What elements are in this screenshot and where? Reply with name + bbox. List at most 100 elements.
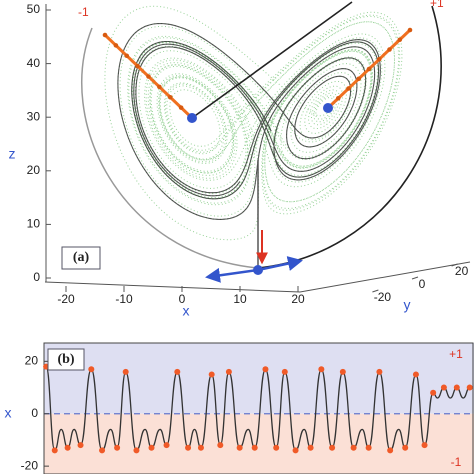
z-tick-label: 50	[27, 2, 41, 16]
peak-marker	[412, 371, 419, 378]
orange-dot	[135, 63, 140, 69]
y-tick-label: 20	[455, 264, 469, 278]
orange-dot	[335, 95, 341, 101]
z-tick-label: 0	[33, 270, 40, 284]
peak-marker	[453, 384, 460, 391]
peak-marker	[307, 444, 314, 451]
orange-dot	[356, 76, 362, 82]
fixed-point	[187, 113, 197, 123]
orange-dot	[102, 32, 108, 38]
peak-marker	[387, 447, 394, 454]
orange-dot	[146, 74, 151, 79]
z-axis-label: z	[9, 146, 16, 162]
peak-marker	[236, 444, 243, 451]
peak-marker	[51, 447, 58, 454]
peak-marker	[122, 368, 129, 375]
orange-dot	[178, 105, 184, 110]
z-tick-label: 40	[27, 56, 41, 70]
peak-marker	[281, 368, 288, 375]
peak-marker	[339, 368, 346, 375]
peak-marker	[292, 447, 299, 454]
fixed-point	[323, 103, 333, 113]
annotation: -1	[451, 455, 462, 469]
annotation: -1	[78, 5, 89, 19]
z-tick-label: 20	[27, 163, 41, 177]
annotation: +1	[430, 0, 444, 10]
peak-marker	[466, 384, 473, 391]
peak-marker	[251, 444, 258, 451]
peak-marker	[329, 444, 336, 451]
peak-marker	[64, 444, 71, 451]
panel-label-box	[61, 246, 101, 270]
outer-trajectory	[257, 5, 442, 269]
floor-edge	[44, 261, 471, 293]
x-tick-label: 20	[291, 292, 305, 306]
peak-marker	[430, 389, 437, 396]
peak-marker	[174, 368, 181, 375]
arrow	[205, 267, 259, 283]
peak-marker	[197, 444, 204, 451]
peak-marker	[77, 442, 84, 449]
peak-marker	[88, 366, 95, 373]
orange-dot	[157, 84, 162, 90]
connector	[191, 1, 353, 119]
peak-marker	[217, 442, 224, 449]
orange-dot	[124, 53, 130, 59]
peak-marker	[208, 371, 215, 378]
peak-marker	[114, 444, 121, 451]
annotation: +1	[449, 347, 463, 361]
peak-marker	[133, 447, 140, 454]
orange-dot	[407, 27, 413, 33]
orange-dot	[397, 37, 403, 43]
orange-dots	[102, 27, 413, 121]
x-axis-label: x	[183, 303, 190, 319]
panel-label: (a)	[73, 250, 90, 265]
peak-marker	[365, 444, 372, 451]
peak-marker	[163, 442, 170, 449]
y-tick	[411, 276, 419, 280]
attractor-cloud	[104, 5, 403, 241]
orange-dot	[113, 43, 119, 48]
y-tick-label: 0	[31, 406, 38, 420]
orange-dot	[366, 66, 372, 72]
y-tick-label: -20	[21, 458, 39, 472]
orange-dot	[376, 56, 382, 62]
peak-marker	[262, 366, 269, 373]
plot-frame	[43, 342, 474, 474]
panel-label: (b)	[57, 352, 74, 367]
x-tick-label: 10	[233, 292, 247, 306]
z-tick-label: 10	[27, 217, 41, 231]
orange-dot	[346, 86, 351, 91]
attractor	[104, 5, 403, 241]
y-tick	[372, 289, 379, 293]
peak-marker	[225, 368, 232, 375]
y-tick	[451, 263, 458, 267]
peak-marker	[273, 444, 280, 451]
z-tick-label: 30	[27, 109, 41, 123]
x-tick-label: 0	[179, 292, 186, 306]
peak-marker	[376, 368, 383, 375]
peak-marker	[421, 442, 428, 449]
panel-a: (a) -1 +1 x y z 0 10 20 30 40 50 -20 -10 0 10 20 -2…	[9, 0, 471, 319]
peak-marker	[350, 444, 357, 451]
y-axis-label: y	[404, 297, 411, 313]
arrow	[257, 256, 303, 272]
outer-trajectory	[81, 27, 259, 269]
panel-b: -20 0 20 x +1 -1 (b)	[5, 342, 474, 474]
y-tick-label: 0	[419, 277, 426, 291]
attractor-core	[117, 22, 381, 220]
x-tick-label: -10	[115, 292, 133, 306]
y-tick-label: 20	[25, 354, 39, 368]
x-tick-label: -20	[57, 292, 75, 306]
y-axis-label: x	[5, 404, 12, 420]
peak-marker	[402, 444, 409, 451]
origin-point	[253, 265, 263, 275]
region-above	[44, 343, 474, 414]
orange-dot	[167, 94, 173, 100]
peak-marker	[148, 444, 155, 451]
peak-marker	[185, 444, 192, 451]
peak-marker	[440, 384, 447, 391]
panel-label-box	[47, 348, 85, 371]
peak-marker	[318, 366, 325, 373]
